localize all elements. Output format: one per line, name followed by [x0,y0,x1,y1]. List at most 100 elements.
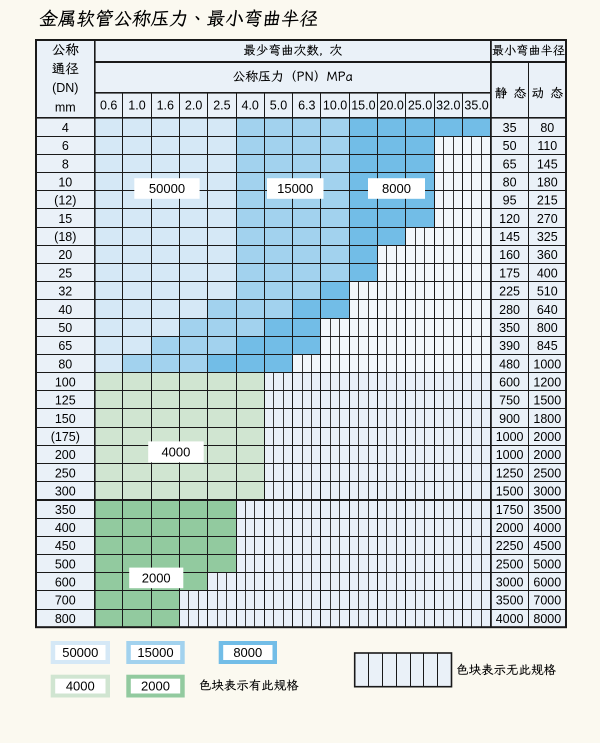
svg-text:4000: 4000 [533,521,561,535]
svg-text:40: 40 [58,303,72,317]
svg-text:15: 15 [58,212,72,226]
svg-text:120: 120 [499,212,520,226]
svg-text:4000: 4000 [496,612,524,626]
svg-text:4000: 4000 [161,445,190,460]
svg-text:50000: 50000 [62,645,98,660]
svg-text:8000: 8000 [382,181,411,196]
svg-text:125: 125 [55,394,76,408]
svg-text:(18): (18) [54,230,76,244]
svg-text:4000: 4000 [66,679,95,694]
svg-text:80: 80 [58,357,72,371]
svg-text:4: 4 [62,121,69,135]
svg-text:6.3: 6.3 [298,99,315,113]
svg-text:65: 65 [503,157,517,171]
svg-text:1800: 1800 [533,412,561,426]
svg-text:50: 50 [503,139,517,153]
svg-text:4500: 4500 [533,539,561,553]
svg-text:390: 390 [499,339,520,353]
svg-text:65: 65 [58,339,72,353]
svg-text:800: 800 [537,321,558,335]
svg-text:845: 845 [537,339,558,353]
svg-text:325: 325 [537,230,558,244]
svg-text:10.0: 10.0 [323,99,347,113]
svg-text:2250: 2250 [496,539,524,553]
svg-text:2.5: 2.5 [213,99,230,113]
svg-text:270: 270 [537,212,558,226]
svg-text:(175): (175) [51,430,80,444]
svg-text:175: 175 [499,266,520,280]
svg-text:2000: 2000 [496,521,524,535]
svg-text:(12): (12) [54,194,76,208]
svg-text:1000: 1000 [496,430,524,444]
svg-text:20: 20 [58,248,72,262]
svg-text:0.6: 0.6 [100,99,117,113]
svg-text:1750: 1750 [496,503,524,517]
svg-text:700: 700 [55,594,76,608]
svg-text:110: 110 [537,139,557,153]
svg-text:2000: 2000 [533,430,561,444]
svg-text:450: 450 [55,539,76,553]
svg-text:360: 360 [537,248,558,262]
svg-text:350: 350 [499,321,520,335]
svg-text:4.0: 4.0 [242,99,259,113]
svg-text:510: 510 [537,285,558,299]
svg-text:3000: 3000 [533,485,561,499]
svg-text:95: 95 [503,194,517,208]
svg-text:400: 400 [55,521,76,535]
svg-text:100: 100 [55,376,76,390]
svg-text:2500: 2500 [533,466,561,480]
svg-text:400: 400 [537,266,558,280]
svg-text:800: 800 [55,612,76,626]
svg-text:32.0: 32.0 [436,99,460,113]
svg-text:1.6: 1.6 [157,99,174,113]
svg-text:80: 80 [540,121,554,135]
svg-text:8: 8 [62,157,69,171]
svg-text:50000: 50000 [149,181,185,196]
svg-text:2.0: 2.0 [185,99,202,113]
svg-text:15000: 15000 [137,645,173,660]
svg-text:2000: 2000 [142,571,171,586]
svg-text:1000: 1000 [533,357,561,371]
svg-text:8000: 8000 [233,645,262,660]
svg-text:6000: 6000 [533,576,561,590]
svg-text:180: 180 [537,176,558,190]
svg-text:25.0: 25.0 [408,99,432,113]
svg-text:20.0: 20.0 [380,99,404,113]
svg-text:250: 250 [55,466,76,480]
svg-text:5.0: 5.0 [270,99,287,113]
svg-text:10: 10 [58,176,72,190]
svg-text:480: 480 [499,357,520,371]
svg-text:8000: 8000 [533,612,561,626]
svg-text:5000: 5000 [533,557,561,571]
svg-text:1500: 1500 [533,394,561,408]
svg-text:35: 35 [503,121,517,135]
svg-text:35.0: 35.0 [464,99,488,113]
svg-text:3000: 3000 [496,576,524,590]
svg-text:80: 80 [503,176,517,190]
svg-text:2500: 2500 [496,557,524,571]
svg-text:350: 350 [55,503,76,517]
svg-text:1000: 1000 [496,448,524,462]
svg-text:750: 750 [499,394,520,408]
svg-text:160: 160 [499,248,520,262]
svg-text:1.0: 1.0 [128,99,145,113]
svg-text:25: 25 [58,266,72,280]
svg-text:7000: 7000 [533,594,561,608]
svg-text:600: 600 [55,576,76,590]
svg-text:1200: 1200 [533,376,561,390]
svg-text:145: 145 [537,157,558,171]
svg-text:32: 32 [58,285,72,299]
svg-text:150: 150 [55,412,76,426]
svg-text:2000: 2000 [141,679,170,694]
svg-text:3500: 3500 [496,594,524,608]
svg-text:215: 215 [537,194,558,208]
svg-text:mm: mm [55,100,76,114]
svg-text:1500: 1500 [496,485,524,499]
svg-text:600: 600 [499,376,520,390]
svg-text:500: 500 [55,557,76,571]
svg-text:1250: 1250 [496,466,524,480]
svg-text:6: 6 [62,139,69,153]
svg-text:50: 50 [58,321,72,335]
svg-text:640: 640 [537,303,558,317]
svg-text:200: 200 [55,448,76,462]
